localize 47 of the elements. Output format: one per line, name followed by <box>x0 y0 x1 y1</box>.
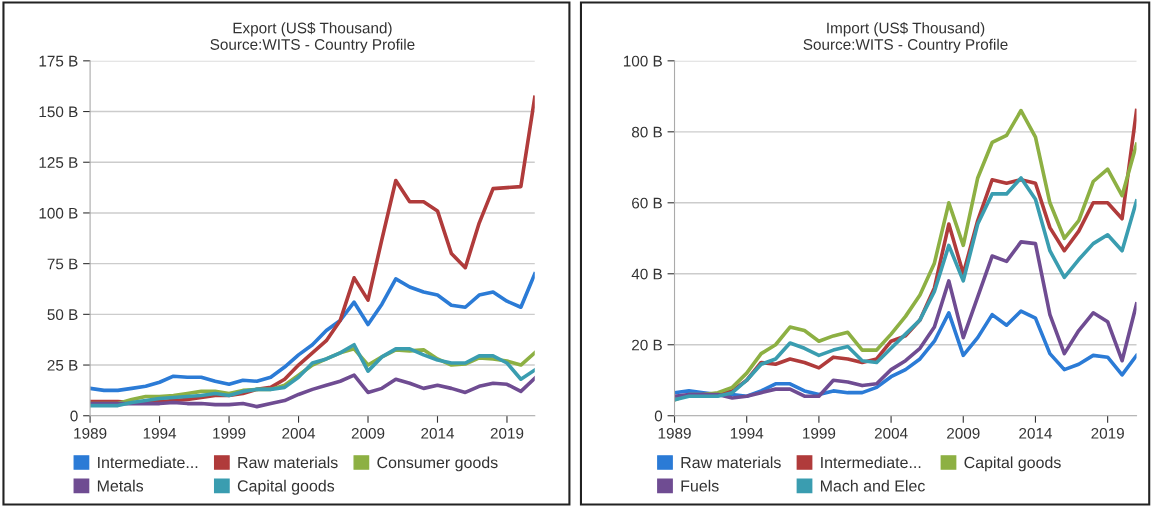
legend-label: Raw materials <box>681 456 781 469</box>
y-tick-label: 40 B <box>631 268 662 280</box>
y-tick-label: 60 B <box>632 197 662 209</box>
x-tick-label: 2014 <box>1019 427 1053 439</box>
chart-subtitle: Source:WITS - Country Profile <box>210 38 415 53</box>
y-tick-label: 0 <box>654 410 663 422</box>
legend-label: Capital goods <box>964 456 1061 472</box>
line-series <box>674 240 1137 400</box>
y-tick-label: 50 B <box>47 309 78 321</box>
x-tick-label: 2014 <box>421 427 455 439</box>
y-tick-label: 125 B <box>39 157 78 168</box>
x-tick-label: 1999 <box>803 427 836 439</box>
x-tick-label: 1989 <box>74 427 107 439</box>
x-tick-label: 2019 <box>490 427 524 439</box>
line-series <box>90 271 535 393</box>
y-tick-label: 100 B <box>39 207 78 219</box>
x-tick-label: 1989 <box>658 427 691 439</box>
line-series <box>90 373 535 409</box>
legend-label: Intermediate... <box>98 456 198 469</box>
x-tick-label: 1994 <box>730 427 764 439</box>
y-tick-label: 100 B <box>623 55 662 67</box>
y-tick-label: 75 B <box>47 258 78 270</box>
y-tick-label: 175 B <box>39 55 78 67</box>
y-tick-label: 80 B <box>631 126 662 138</box>
y-tick-label: 20 B <box>632 339 662 351</box>
line-series <box>674 309 1137 399</box>
x-tick-label: 2004 <box>874 427 908 439</box>
legend-label: Metals <box>97 479 144 492</box>
y-tick-label: 150 B <box>39 106 78 118</box>
y-tick-label: 0 <box>70 410 78 422</box>
chart-title: Export (US$ Thousand) <box>233 21 392 37</box>
x-tick-label: 2004 <box>282 427 316 439</box>
chart-title: Import (US$ Thousand) <box>827 21 985 37</box>
legend-label: Capital goods <box>237 479 335 495</box>
y-tick-label: 25 B <box>47 359 78 371</box>
chart-subtitle: Source:WITS - Country Profile <box>803 38 1008 53</box>
x-tick-label: 2009 <box>947 427 980 439</box>
legend-label: Raw materials <box>238 456 338 469</box>
x-tick-label: 1994 <box>143 427 177 439</box>
legend-label: Consumer goods <box>377 456 498 472</box>
line-series <box>674 176 1137 402</box>
x-tick-label: 2009 <box>351 427 385 439</box>
legend-label: Intermediate... <box>821 456 921 469</box>
legend-label: Fuels <box>681 479 719 492</box>
x-tick-label: 2019 <box>1091 427 1124 439</box>
x-tick-label: 1999 <box>213 427 246 439</box>
legend-label: Mach and Elec <box>820 479 925 492</box>
